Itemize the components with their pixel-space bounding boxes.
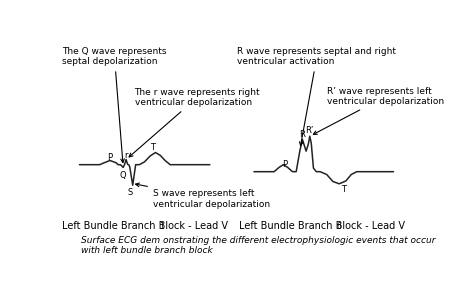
Text: R’: R’ <box>306 126 314 135</box>
Text: Left Bundle Branch Block - Lead V: Left Bundle Branch Block - Lead V <box>239 221 405 231</box>
Text: r: r <box>124 151 128 160</box>
Text: P: P <box>283 160 288 169</box>
Text: Q: Q <box>120 171 127 180</box>
Text: The r wave represents right
ventricular depolarization: The r wave represents right ventricular … <box>129 88 260 157</box>
Text: T: T <box>341 185 346 194</box>
Text: Surface ECG dem onstrating the different electrophysiologic events that occur
wi: Surface ECG dem onstrating the different… <box>82 236 436 255</box>
Text: 1: 1 <box>159 222 164 231</box>
Text: Left Bundle Branch Block - Lead V: Left Bundle Branch Block - Lead V <box>62 221 228 231</box>
Text: P: P <box>108 153 112 162</box>
Text: T: T <box>150 143 155 152</box>
Text: R’ wave represents left
ventricular depolarization: R’ wave represents left ventricular depo… <box>313 87 445 134</box>
Text: S: S <box>127 188 132 197</box>
Text: The Q wave represents
septal depolarization: The Q wave represents septal depolarizat… <box>62 47 167 162</box>
Text: R wave represents septal and right
ventricular activation: R wave represents septal and right ventr… <box>237 47 396 145</box>
Text: S wave represents left
ventricular depolarization: S wave represents left ventricular depol… <box>136 183 270 208</box>
Text: R: R <box>300 130 305 138</box>
Text: 6: 6 <box>336 222 341 231</box>
